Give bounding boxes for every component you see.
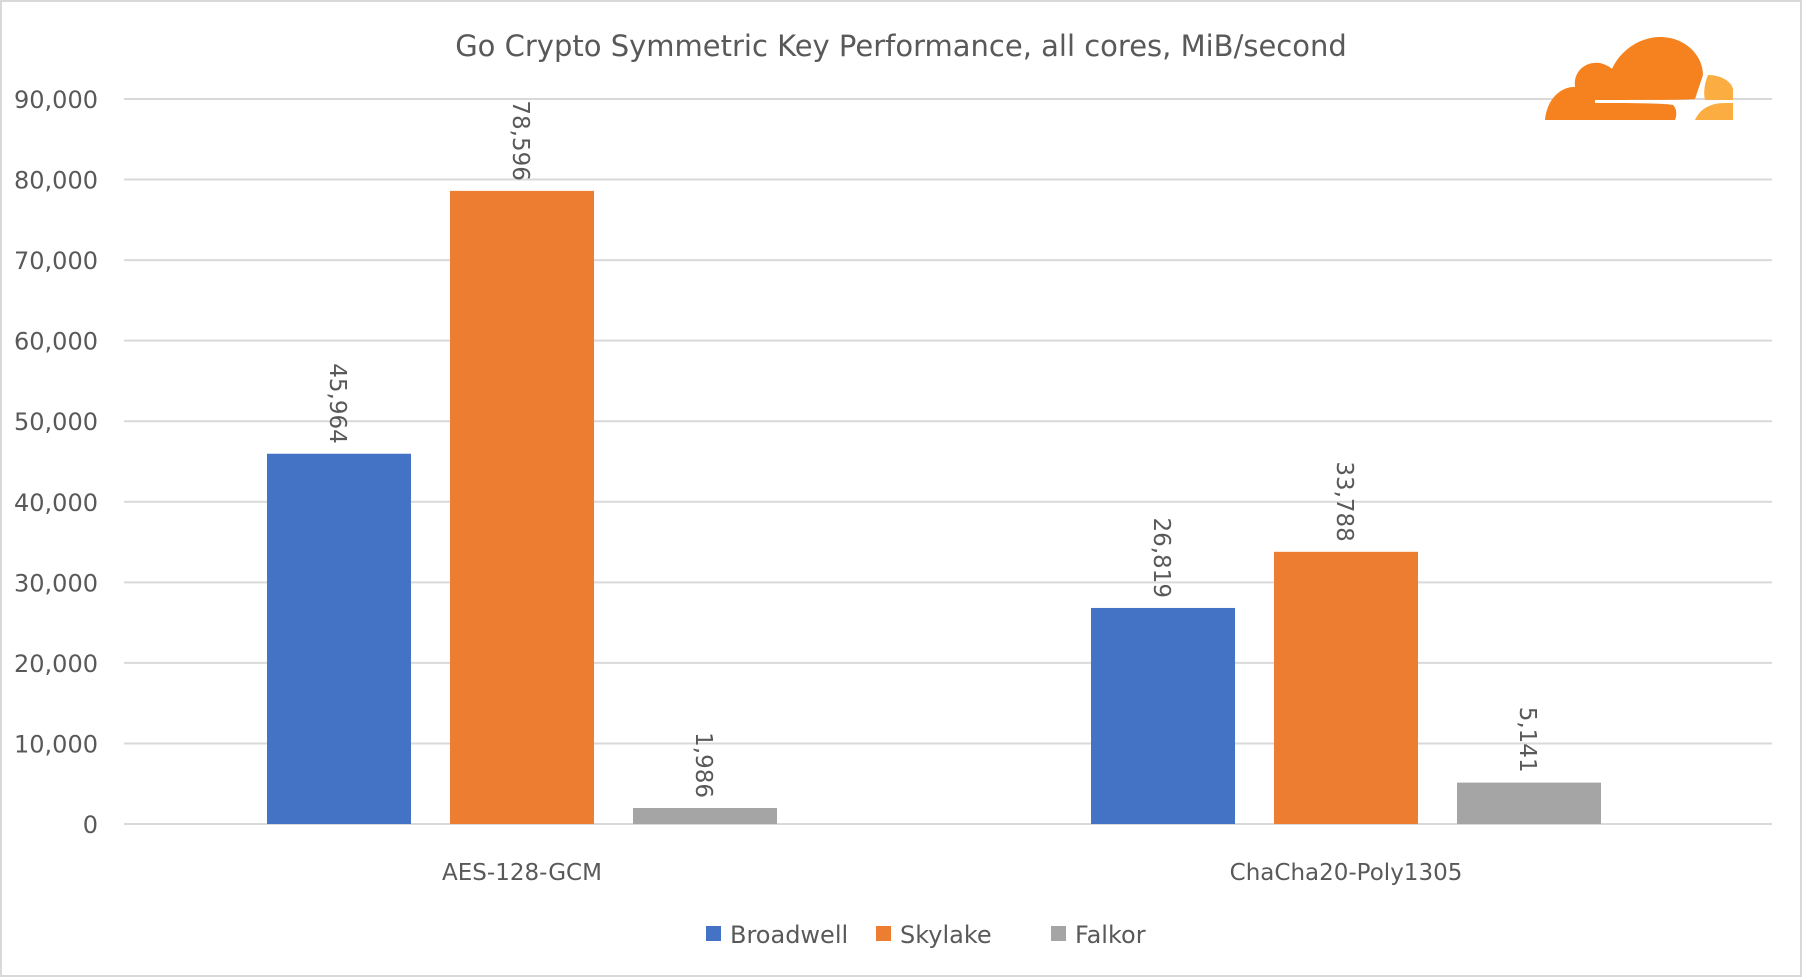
- y-tick-label: 30,000: [14, 569, 98, 597]
- bar-skylake: [1274, 551, 1418, 824]
- bars: 45,964 78,596 1,986 26,819 33,788 5,141: [267, 100, 1601, 825]
- y-tick-label: 80,000: [14, 167, 98, 195]
- y-tick-label: 20,000: [14, 650, 98, 678]
- data-label: 45,964: [324, 363, 350, 443]
- legend-item-broadwell: Broadwell: [706, 921, 848, 949]
- legend-item-skylake: Skylake: [876, 921, 992, 949]
- data-label: 5,141: [1514, 707, 1540, 773]
- data-label: 1,986: [690, 732, 716, 798]
- y-tick-label: 70,000: [14, 247, 98, 275]
- y-tick-label: 60,000: [14, 328, 98, 356]
- legend-swatch: [706, 926, 721, 941]
- bar-falkor: [1457, 782, 1601, 824]
- bar-falkor: [633, 808, 777, 824]
- legend: Broadwell Skylake Falkor: [706, 921, 1146, 949]
- legend-item-falkor: Falkor: [1051, 921, 1146, 949]
- legend-swatch: [876, 926, 891, 941]
- legend-label: Broadwell: [730, 921, 848, 949]
- bar-broadwell: [267, 453, 411, 824]
- y-tick-label: 40,000: [14, 489, 98, 517]
- y-tick-label: 50,000: [14, 408, 98, 436]
- data-label: 33,788: [1331, 461, 1357, 541]
- y-axis: 0 10,000 20,000 30,000 40,000 50,000 60,000 70,…: [14, 86, 98, 839]
- legend-label: Falkor: [1075, 921, 1146, 949]
- y-tick-label: 90,000: [14, 86, 98, 114]
- cloudflare-logo-icon: [1545, 37, 1733, 120]
- bar-broadwell: [1091, 607, 1235, 824]
- legend-swatch: [1051, 926, 1066, 941]
- x-tick-label: ChaCha20-Poly1305: [1230, 860, 1463, 886]
- bar-skylake: [450, 190, 594, 825]
- data-label: 78,596: [507, 100, 533, 180]
- x-tick-label: AES-128-GCM: [442, 860, 602, 886]
- legend-label: Skylake: [900, 921, 992, 949]
- y-tick-label: 0: [83, 811, 98, 839]
- data-label: 26,819: [1148, 517, 1174, 597]
- y-tick-label: 10,000: [14, 730, 98, 758]
- chart-title: Go Crypto Symmetric Key Performance, all…: [455, 29, 1347, 63]
- x-axis: AES-128-GCM ChaCha20-Poly1305: [442, 860, 1462, 886]
